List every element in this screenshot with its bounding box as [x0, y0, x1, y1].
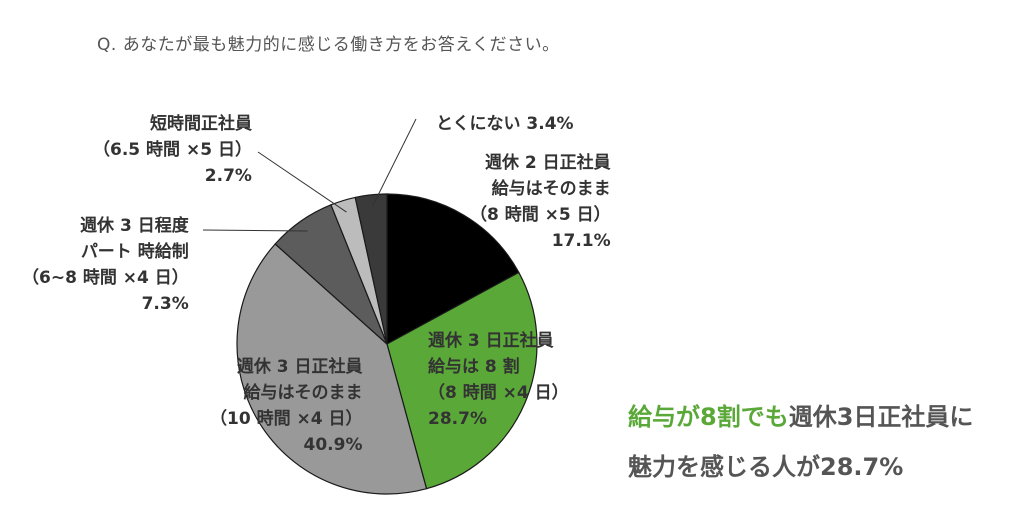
- slice-label-line: パート 時給制: [80, 242, 189, 262]
- leader-lines: [202, 118, 417, 232]
- slice-label-line: 17.1%: [551, 231, 611, 251]
- callout-line-1: 給与が8割でも週休3日正社員に: [628, 392, 973, 442]
- slice-label-line: 7.3%: [141, 294, 189, 314]
- slice-label-line: （6.5 時間 ×5 日）: [93, 140, 252, 160]
- slice-label-line: 給与はそのまま: [243, 383, 363, 403]
- pie-slice-s2: [386, 271, 538, 490]
- slice-label-line: 給与はそのまま: [491, 179, 611, 199]
- slice-label-line: （8 時間 ×5 日）: [470, 205, 611, 225]
- slice-label-line: （8 時間 ×4 日）: [428, 383, 569, 403]
- slice-label-line: 40.9%: [303, 435, 363, 455]
- slice-label-line: （10 時間 ×4 日）: [210, 409, 363, 429]
- slice-label-line: 28.7%: [428, 409, 487, 429]
- slice-label-line: 2.7%: [204, 166, 252, 186]
- callout-text: 給与が8割でも週休3日正社員に 魅力を感じる人が28.7%: [628, 392, 973, 492]
- pie-slice-s1: [386, 193, 520, 346]
- callout-rest: 週休3日正社員に: [788, 403, 974, 431]
- slice-label-s5: 短時間正社員 （6.5 時間 ×5 日） 2.7%: [93, 111, 252, 189]
- survey-question: Q. あなたが最も魅力的に感じる働き方をお答えください。: [97, 35, 560, 55]
- pie-slice-s6: [354, 193, 388, 345]
- slice-label-line: （6~8 時間 ×4 日）: [22, 268, 189, 288]
- slice-label-line: 週休 2 日正社員: [485, 153, 611, 173]
- slice-label-s3: 週休 3 日正社員給与はそのまま （10 時間 ×4 日） 40.9%: [210, 354, 363, 458]
- slice-label-line: 短時間正社員: [149, 114, 252, 134]
- pie-slices: [236, 193, 538, 495]
- leader-line-s6: [371, 118, 417, 208]
- callout-highlight: 給与が8割でも: [628, 403, 789, 431]
- slice-label-line: 週休 3 日正社員: [428, 331, 554, 351]
- leader-line-s4: [202, 229, 308, 232]
- slice-label-line: 給与は 8 割: [428, 357, 520, 377]
- slice-label-s1: 週休 2 日正社員 給与はそのまま （8 時間 ×5 日） 17.1%: [470, 150, 611, 254]
- slice-label-s4: 週休 3 日程度 パート 時給制 （6~8 時間 ×4 日） 7.3%: [22, 213, 189, 317]
- leader-line-s5: [257, 151, 347, 213]
- slice-label-line: 週休 3 日程度: [80, 216, 189, 236]
- slice-label-line: 週休 3 日正社員: [236, 357, 363, 377]
- slice-label-line: とくにない 3.4%: [436, 114, 574, 134]
- slice-label-s6: とくにない 3.4%: [436, 111, 574, 137]
- callout-line-2: 魅力を感じる人が28.7%: [628, 453, 904, 481]
- slice-label-s2: 週休 3 日正社員 給与は 8 割 （8 時間 ×4 日） 28.7%: [428, 328, 569, 432]
- pie-slice-s3: [236, 243, 428, 495]
